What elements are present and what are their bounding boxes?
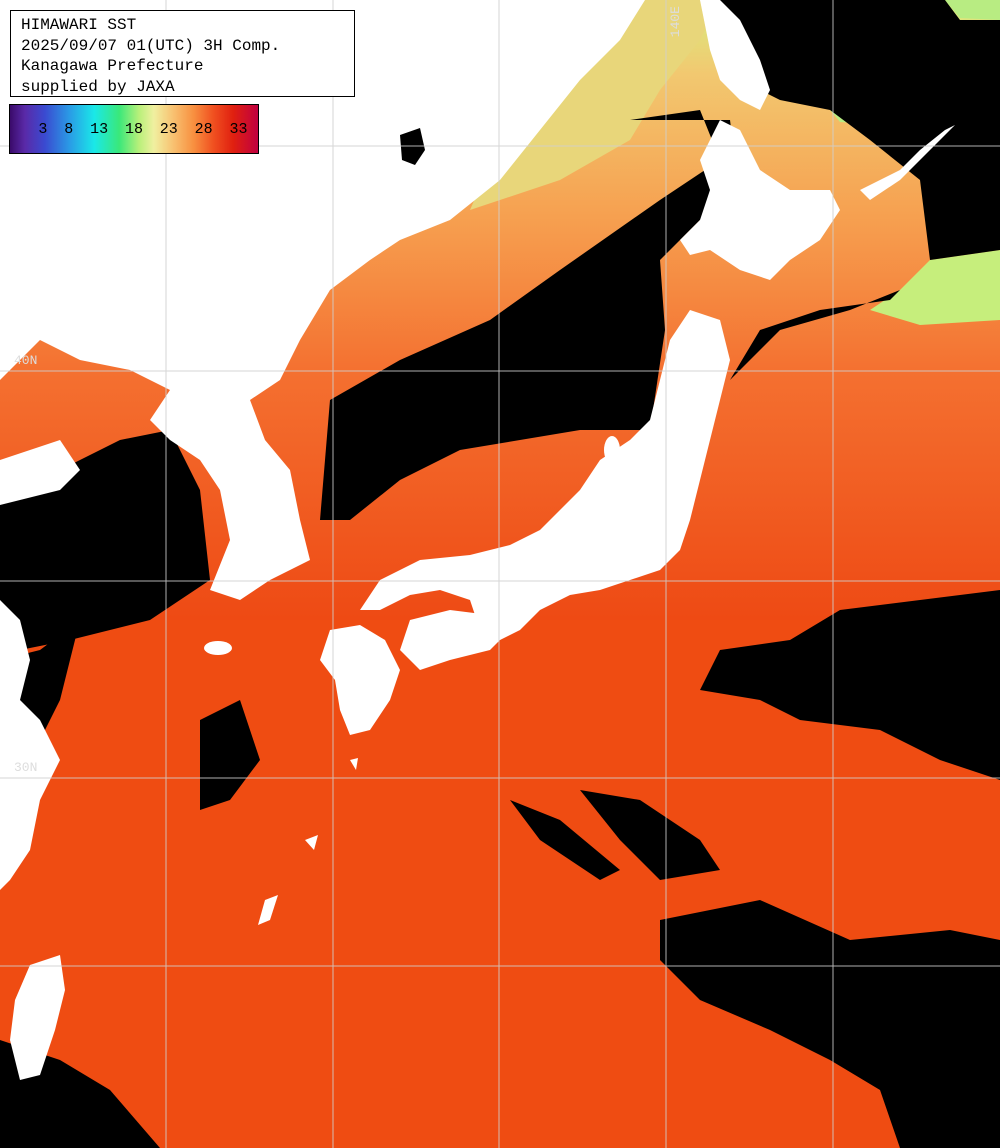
title-box: HIMAWARI SST 2025/09/07 01(UTC) 3H Comp.… bbox=[10, 10, 355, 97]
land-shandong bbox=[0, 440, 80, 505]
cloud-streak-1 bbox=[510, 800, 620, 880]
cloud-east-south bbox=[870, 1050, 1000, 1148]
sst-colorbar: 3 8 13 18 23 28 33 bbox=[9, 104, 259, 154]
lat-label-30n: 30N bbox=[14, 760, 38, 775]
land-kurils bbox=[860, 125, 955, 200]
land-jeju bbox=[204, 641, 232, 655]
title-line-3: Kanagawa Prefecture bbox=[21, 57, 204, 75]
land-ryukyu-3 bbox=[350, 758, 358, 770]
lat-label-40n: 40N bbox=[14, 353, 38, 368]
colorbar-label: 33 bbox=[229, 120, 248, 138]
cloud-east-mid bbox=[700, 590, 1000, 780]
land-honshu bbox=[360, 310, 730, 640]
title-line-1: HIMAWARI SST bbox=[21, 16, 137, 34]
title-line-4: supplied by JAXA bbox=[21, 77, 175, 96]
land-ryukyu-2 bbox=[258, 895, 278, 925]
title-line-2: 2025/09/07 01(UTC) 3H Comp. bbox=[21, 36, 281, 55]
colorbar-label: 3 bbox=[38, 120, 48, 138]
cloud-northeast bbox=[720, 0, 1000, 380]
land-shikoku bbox=[400, 610, 510, 670]
land-kyushu bbox=[320, 625, 400, 735]
colorbar-label: 13 bbox=[90, 120, 109, 138]
land-taiwan bbox=[10, 955, 65, 1080]
sea-cold-northeast bbox=[870, 250, 1000, 325]
land-sado bbox=[604, 436, 620, 464]
cloud-streak-2 bbox=[200, 700, 260, 810]
cloud-south-mid bbox=[580, 790, 720, 880]
cloud-north-japansea bbox=[320, 110, 740, 520]
colorbar-label: 23 bbox=[159, 120, 178, 138]
sea-cold-okhotsk bbox=[945, 0, 1000, 20]
land-sakhalin bbox=[700, 0, 770, 110]
land-china-coast bbox=[0, 600, 60, 890]
land-ryukyu-1 bbox=[305, 835, 318, 850]
colorbar-label: 28 bbox=[194, 120, 213, 138]
land-hokkaido bbox=[680, 120, 840, 280]
colorbar-label: 8 bbox=[64, 120, 74, 138]
colorbar-label: 18 bbox=[124, 120, 143, 138]
lon-label-140e: 140E bbox=[668, 6, 683, 38]
